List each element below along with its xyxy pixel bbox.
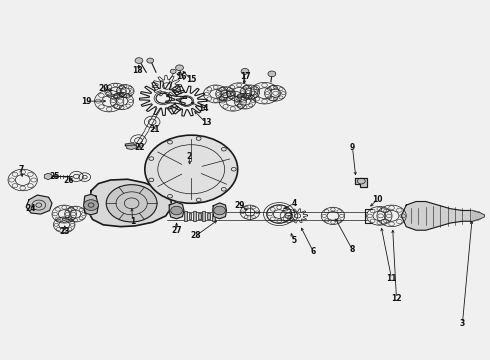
Bar	[207, 213, 210, 219]
Text: 17: 17	[240, 72, 250, 81]
Text: 13: 13	[201, 118, 211, 127]
Polygon shape	[127, 144, 137, 149]
Text: 2: 2	[186, 152, 192, 161]
Text: 1: 1	[130, 217, 135, 226]
Polygon shape	[26, 195, 52, 214]
Polygon shape	[169, 202, 184, 219]
Circle shape	[170, 69, 176, 73]
Bar	[193, 211, 196, 221]
Text: 10: 10	[372, 195, 382, 204]
Text: 19: 19	[81, 96, 92, 105]
Text: 9: 9	[350, 143, 355, 152]
Text: 5: 5	[291, 237, 296, 246]
Circle shape	[241, 68, 249, 74]
Circle shape	[84, 200, 98, 211]
Polygon shape	[125, 143, 135, 146]
Text: 18: 18	[132, 66, 143, 75]
Polygon shape	[44, 173, 52, 180]
Polygon shape	[89, 179, 172, 226]
Text: 15: 15	[186, 75, 196, 84]
Text: 24: 24	[26, 204, 36, 213]
Text: 7: 7	[19, 165, 24, 174]
Text: 14: 14	[198, 104, 209, 113]
Circle shape	[268, 71, 276, 77]
Circle shape	[145, 135, 238, 203]
Circle shape	[147, 58, 154, 63]
Circle shape	[214, 206, 225, 215]
Text: 28: 28	[191, 231, 201, 240]
Polygon shape	[401, 202, 482, 230]
Polygon shape	[84, 194, 98, 215]
Text: 6: 6	[311, 247, 316, 256]
Text: 3: 3	[460, 319, 465, 328]
Text: 8: 8	[350, 246, 355, 255]
Polygon shape	[355, 178, 367, 187]
Circle shape	[135, 58, 143, 63]
Bar	[198, 213, 201, 219]
Bar	[184, 211, 187, 221]
Text: 4: 4	[291, 199, 296, 208]
Text: 11: 11	[386, 274, 397, 283]
Bar	[202, 211, 205, 221]
Polygon shape	[213, 203, 226, 219]
Bar	[212, 211, 215, 221]
Text: 29: 29	[235, 201, 245, 210]
Text: 12: 12	[391, 294, 402, 303]
Text: 27: 27	[172, 226, 182, 235]
Text: 20: 20	[98, 84, 109, 93]
Circle shape	[106, 185, 157, 222]
Text: 21: 21	[149, 125, 160, 134]
Polygon shape	[472, 211, 485, 221]
Text: 22: 22	[135, 143, 145, 152]
Circle shape	[175, 65, 183, 71]
Text: 23: 23	[59, 228, 70, 237]
Text: 26: 26	[64, 176, 74, 185]
Text: 25: 25	[49, 172, 60, 181]
Bar	[189, 213, 192, 219]
Text: 16: 16	[176, 72, 187, 81]
Circle shape	[171, 206, 182, 215]
